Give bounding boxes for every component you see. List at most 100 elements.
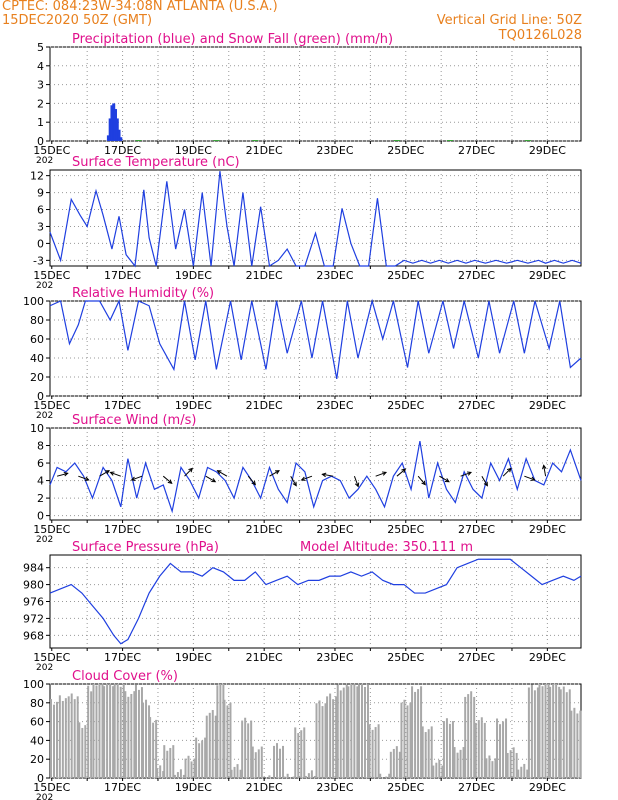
wind-arrowhead (421, 480, 426, 486)
cloud-bar (536, 687, 539, 778)
cloud-bar (363, 686, 366, 778)
x-tick-label: 27DEC (458, 651, 495, 664)
x-tick-label: 21DEC (246, 651, 283, 664)
cloud-bar (562, 686, 565, 778)
y-tick-label: 976 (23, 596, 44, 609)
cloud-bar (474, 722, 477, 778)
cloud-bar (517, 769, 520, 778)
cloud-bar (119, 686, 122, 778)
cloud-bar (462, 747, 465, 778)
cloud-bar (385, 776, 388, 778)
cloud-bar (283, 776, 286, 778)
cloud-bar (573, 707, 576, 778)
cloud-bar (579, 710, 582, 778)
cloud-bar (223, 699, 226, 778)
wind-arrowhead (251, 480, 257, 486)
cloud-bar (480, 717, 483, 778)
cloud-bar (347, 686, 350, 778)
cloud-bar (193, 758, 196, 778)
precip-bar (115, 118, 119, 141)
snow-bar (393, 140, 400, 141)
cloud-bar (456, 752, 459, 778)
cloud-bar (371, 729, 374, 778)
cloud-bar (377, 724, 380, 778)
cloud-bar (103, 686, 106, 778)
cloud-bar (389, 751, 392, 778)
cloud-bar (515, 752, 518, 778)
year-label: 202 (36, 535, 53, 545)
wind-arrowhead (506, 467, 512, 473)
x-tick-label: 17DEC (104, 781, 141, 794)
cloud-bar (92, 684, 95, 778)
precip-bar (110, 105, 114, 141)
panel-title: Surface Temperature (nC) (72, 155, 240, 170)
cloud-bar (430, 726, 433, 778)
y-tick-label: 4 (37, 60, 44, 73)
cloud-bar (187, 755, 190, 778)
cloud-bar (527, 687, 530, 778)
cloud-bar (87, 685, 90, 778)
wind-arrowhead (444, 478, 450, 483)
y-tick-label: 100 (23, 678, 44, 691)
wind-arrowhead (466, 471, 473, 476)
cloud-bar (122, 684, 125, 778)
cloud-bar (483, 722, 486, 778)
y-tick-label: 6 (37, 457, 44, 470)
header-location: CPTEC: 084:23W-34:08N ATLANTA (U.S.A.) (2, 0, 278, 14)
cloud-bar (173, 774, 176, 778)
cloud-bar (403, 699, 406, 778)
x-tick-label: 29DEC (529, 269, 566, 282)
x-tick-label: 15DEC (33, 523, 70, 536)
series-line (49, 441, 582, 514)
y-tick-label: 1 (37, 116, 44, 129)
panel-frame (49, 554, 582, 649)
x-tick-label: 15DEC (33, 399, 70, 412)
y-tick-label: 40 (30, 734, 44, 747)
wind-arrowhead (354, 482, 360, 488)
y-tick-label: 20 (30, 371, 44, 384)
y-tick-label: 60 (30, 716, 44, 729)
snow-bar (135, 140, 142, 141)
x-tick-label: 27DEC (458, 781, 495, 794)
cloud-bar (300, 730, 303, 778)
cloud-bar (50, 699, 52, 778)
wind-arrow (460, 471, 472, 477)
snow-bar (213, 140, 220, 141)
cloud-bar (345, 684, 348, 778)
x-tick-label: 27DEC (458, 269, 495, 282)
cloud-bar (445, 718, 448, 778)
wind-arrow (162, 475, 173, 484)
cloud-bar (505, 718, 508, 778)
cloud-bar (310, 770, 313, 778)
cloud-bar (226, 705, 229, 778)
wind-arrowhead (188, 467, 194, 473)
y-tick-label: 2 (37, 97, 44, 110)
cloud-bar (398, 751, 401, 778)
y-tick-label: 0 (37, 237, 44, 250)
y-tick-label: 8 (37, 440, 44, 453)
x-tick-label: 17DEC (104, 651, 141, 664)
cloud-bar (251, 746, 254, 778)
x-tick-label: 27DEC (458, 523, 495, 536)
cloud-bar (239, 769, 242, 778)
wind-arrowhead (130, 476, 136, 481)
wind-arrow (375, 471, 387, 477)
cloud-bar (318, 700, 321, 778)
cloud-bar (159, 765, 162, 778)
wind-arrowhead (84, 476, 90, 481)
x-tick-label: 29DEC (529, 399, 566, 412)
precip-bar (117, 129, 121, 141)
cloud-bar (315, 703, 318, 778)
cloud-bar (360, 684, 363, 778)
cloud-bar (568, 689, 571, 778)
x-tick-label: 21DEC (246, 144, 283, 157)
panel-title: Cloud Cover (%) (72, 669, 178, 684)
cloud-bar (81, 727, 84, 778)
year-label: 202 (36, 156, 53, 166)
cloud-bar (172, 745, 175, 778)
y-tick-label: 3 (37, 220, 44, 233)
wind-arrow (110, 471, 121, 477)
wind-arrowhead (216, 470, 222, 475)
cloud-bar (368, 724, 371, 778)
cloud-bar (552, 684, 555, 778)
